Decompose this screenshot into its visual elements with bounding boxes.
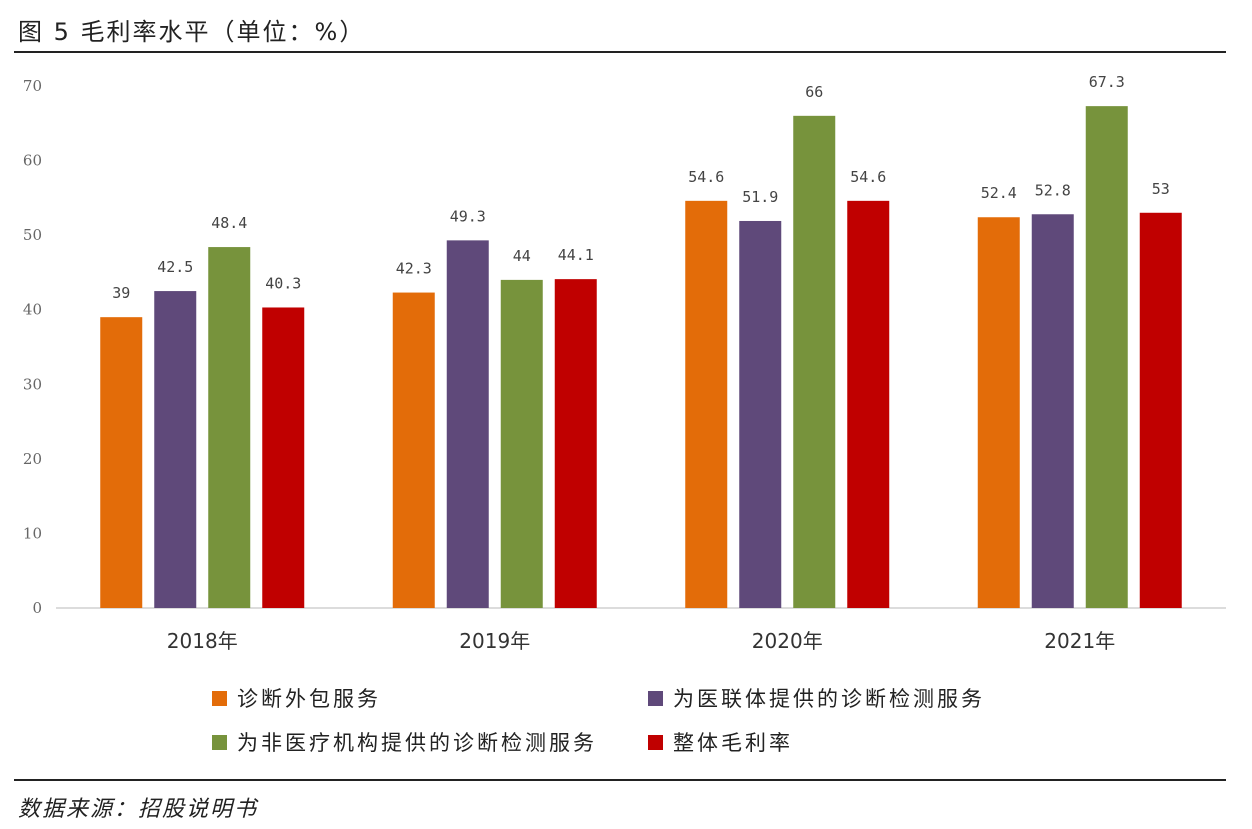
data-label: 53 [1152,180,1170,198]
bar [1139,212,1182,608]
data-label: 67.3 [1089,73,1125,91]
bar [793,115,836,609]
x-category-label: 2020年 [752,629,823,653]
legend-label: 为医联体提供的诊断检测服务 [673,687,985,711]
bar [847,200,890,608]
source-note: 数据来源：招股说明书 [18,797,259,822]
data-label: 42.5 [157,258,193,276]
bar-chart: 0 10 20 30 40 50 60 70 39 42.5 48.4 40.3 2018年 42.3 49… [23,73,1226,653]
bar [739,220,782,608]
bar [262,307,305,608]
x-category-label: 2018年 [167,629,238,653]
legend-swatch-orange [212,690,227,706]
data-label: 66 [805,83,823,101]
y-tick-label: 30 [23,375,42,393]
legend-item-overall: 整体毛利率 [648,727,793,757]
top-rule [14,51,1226,53]
bar [554,279,597,608]
bar [977,217,1020,608]
y-tick-label: 0 [32,599,42,617]
data-label: 44 [513,247,531,265]
legend-item-outsourcing: 诊断外包服务 [212,683,381,713]
legend-label: 为非医疗机构提供的诊断检测服务 [237,731,597,755]
y-tick-label: 60 [23,152,42,170]
bar [500,279,543,608]
bar [392,292,435,608]
data-label: 40.3 [265,274,301,292]
bar [685,200,728,608]
x-category-label: 2021年 [1044,629,1115,653]
legend-label: 整体毛利率 [673,731,793,755]
y-tick-label: 40 [23,301,42,319]
data-label: 44.1 [558,246,594,264]
legend-swatch-red [648,734,663,750]
y-tick-label: 20 [23,450,42,468]
data-label: 48.4 [211,214,247,232]
data-label: 51.9 [742,188,778,206]
data-label: 42.3 [396,260,432,278]
legend-label: 诊断外包服务 [237,687,381,711]
y-tick-label: 50 [23,226,42,244]
bar [100,317,143,608]
data-label: 54.6 [850,168,886,186]
x-category-label: 2019年 [459,629,530,653]
bar [154,291,197,608]
legend-swatch-purple [648,690,663,706]
figure-title: 图 5 毛利率水平（单位：%） [18,18,366,46]
data-label: 52.8 [1035,181,1071,199]
legend-item-non-medical: 为非医疗机构提供的诊断检测服务 [212,727,597,757]
legend-item-medical-alliance: 为医联体提供的诊断检测服务 [648,683,985,713]
bar [1085,106,1128,609]
data-label: 52.4 [981,184,1017,202]
bar [446,240,489,608]
bottom-rule [14,779,1226,781]
bar [1031,214,1074,608]
data-label: 39 [112,284,130,302]
bar [208,247,251,608]
y-tick-label: 10 [23,524,42,542]
y-tick-label: 70 [23,77,42,95]
data-label: 49.3 [450,207,486,225]
data-label: 54.6 [688,168,724,186]
legend-swatch-green [212,734,227,750]
